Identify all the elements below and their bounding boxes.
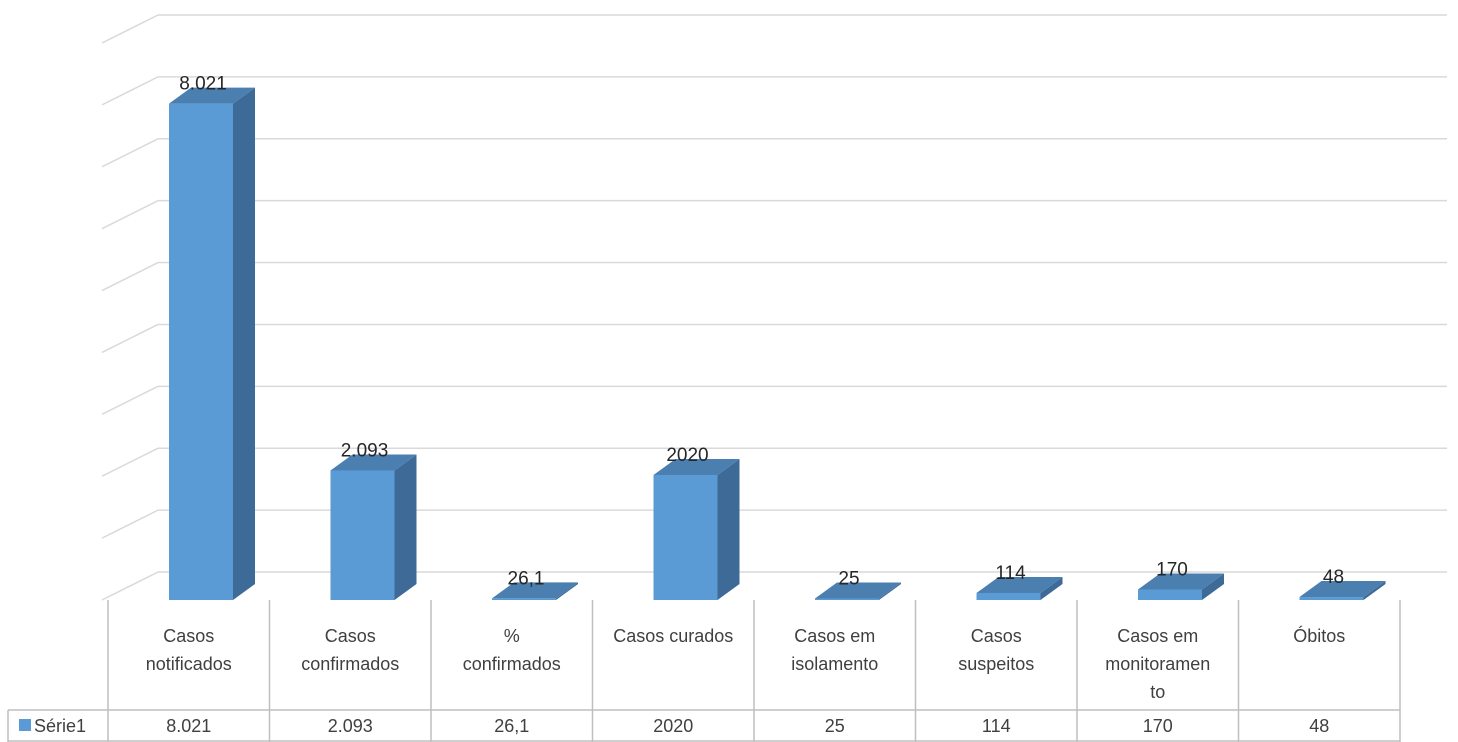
table-value: 48 [1309, 716, 1329, 736]
series-name: Série1 [34, 716, 86, 736]
bar-top [169, 87, 255, 104]
category-label: % confirmados [463, 626, 561, 674]
gridline-diagonal [101, 385, 159, 416]
bar [1138, 573, 1224, 600]
data-label: 26,1 [508, 568, 545, 589]
bar [815, 582, 901, 600]
bar-front [976, 592, 1041, 600]
table-value: 170 [1143, 716, 1173, 736]
data-label: 114 [995, 563, 1026, 584]
gridline-diagonal [101, 138, 159, 168]
bar-top [1138, 573, 1224, 590]
bar-top [330, 454, 417, 471]
gridline-diagonal [101, 14, 159, 44]
bar [1299, 581, 1386, 600]
data-label: 25 [838, 568, 859, 589]
data-label: 8.021 [179, 74, 227, 95]
data-table: Casos notificados Casos confirmados % confirm… [7, 600, 1401, 742]
legend-key [19, 719, 31, 731]
bar [330, 454, 417, 600]
bar [976, 576, 1063, 600]
data-labels: 8.021 2.093 26,1 2020 25 114 170 48 [179, 74, 1344, 590]
bar-front [169, 103, 233, 600]
data-label: 48 [1323, 567, 1344, 588]
gridlines [101, 14, 1447, 601]
category-label: Casos confirmados [301, 626, 399, 674]
gridline-diagonal [101, 447, 159, 477]
bar-front [330, 470, 395, 600]
bar [492, 582, 578, 600]
bar-side [1202, 573, 1224, 600]
bar-top [1299, 581, 1386, 598]
gridline-diagonal [101, 76, 159, 106]
table-value: 26,1 [494, 716, 529, 736]
gridline-diagonal [101, 571, 159, 601]
bar-top [492, 582, 578, 599]
category-label: Casos em monitoramen to [1105, 626, 1210, 702]
data-label: 2020 [666, 445, 708, 466]
bar-front [492, 598, 556, 600]
bar-top [815, 582, 901, 599]
table-value: 2020 [653, 716, 693, 736]
data-label: 2.093 [341, 440, 389, 461]
category-label: Casos curados [613, 626, 733, 646]
bar-side [717, 458, 740, 600]
bar [653, 458, 740, 600]
table-value: 25 [825, 716, 845, 736]
bar-side [1040, 576, 1063, 600]
gridline-diagonal [101, 199, 159, 230]
gridline-diagonal [101, 323, 159, 354]
table-value: 8.021 [166, 716, 211, 736]
bar-front [1299, 597, 1364, 600]
bar [169, 87, 255, 600]
bar-side [233, 87, 255, 600]
table-value: 2.093 [328, 716, 373, 736]
data-label: 170 [1156, 559, 1188, 580]
table-value: 114 [982, 716, 1011, 736]
bar-side [1363, 581, 1386, 600]
category-label: Casos suspeitos [958, 626, 1034, 674]
category-label: Casos em isolamento [791, 626, 878, 674]
bar-top [653, 458, 740, 475]
bar-side [879, 582, 901, 600]
bar-side [556, 582, 578, 600]
bar-front [1138, 589, 1202, 600]
bars [169, 87, 1386, 600]
bar-side [394, 454, 417, 600]
bar-front [815, 598, 879, 600]
category-label: Óbitos [1293, 625, 1345, 646]
category-label: Casos notificados [146, 626, 232, 674]
bar-front [653, 474, 718, 600]
gridline-diagonal [101, 509, 159, 539]
gridline-diagonal [101, 261, 159, 292]
bar-top [976, 576, 1063, 593]
